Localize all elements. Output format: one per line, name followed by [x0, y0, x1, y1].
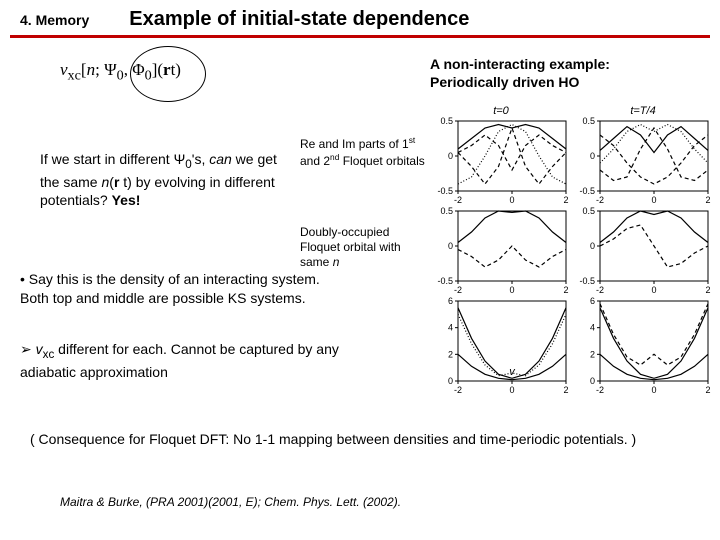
svg-text:2: 2	[563, 285, 568, 295]
svg-text:0: 0	[448, 151, 453, 161]
annotation-floquet-orbitals: Re and Im parts of 1st and 2nd Floquet o…	[300, 135, 430, 169]
circle-annotation	[130, 46, 206, 102]
svg-text:2: 2	[705, 195, 710, 205]
svg-text:2: 2	[705, 385, 710, 395]
svg-text:0: 0	[590, 241, 595, 251]
svg-text:0: 0	[651, 385, 656, 395]
svg-text:-2: -2	[454, 385, 462, 395]
svg-text:6: 6	[448, 297, 453, 306]
chart-r2c1: -2 0 2 -0.5 0 0.5	[432, 207, 570, 297]
section-label: 4. Memory	[20, 12, 89, 28]
svg-text:-0.5: -0.5	[579, 186, 595, 196]
subtitle: A non-interacting example: Periodically …	[430, 55, 610, 91]
svg-text:2: 2	[705, 285, 710, 295]
subtitle-line2: Periodically driven HO	[430, 74, 579, 90]
svg-text:-0.5: -0.5	[437, 186, 453, 196]
chart-r2c2: -2 0 2 -0.5 0 0.5	[574, 207, 712, 297]
chart-r1c2: -2 0 2 -0.5 0 0.5	[574, 117, 712, 207]
svg-text:2: 2	[563, 385, 568, 395]
svg-text:-2: -2	[596, 195, 604, 205]
chart-r3c1: -2020246v	[432, 297, 570, 397]
paragraph-question: If we start in different Ψ0's, can we ge…	[40, 150, 290, 210]
svg-text:0.5: 0.5	[440, 117, 453, 126]
svg-text:0.5: 0.5	[582, 207, 595, 216]
svg-text:0: 0	[651, 285, 656, 295]
paragraph-consequence: ( Consequence for Floquet DFT: No 1-1 ma…	[30, 430, 670, 449]
paragraph-density: • Say this is the density of an interact…	[20, 270, 340, 308]
paragraph-vxc: ➢ vxc different for each. Cannot be capt…	[20, 340, 380, 381]
svg-text:0: 0	[590, 151, 595, 161]
svg-text:0: 0	[651, 195, 656, 205]
svg-text:v: v	[509, 366, 516, 378]
header-rule	[10, 35, 710, 38]
svg-text:-0.5: -0.5	[579, 276, 595, 286]
chart-grid: t=0 t=T/4 -202-0.500.5 -202-0.500.5 -202…	[432, 105, 712, 405]
svg-text:0: 0	[509, 195, 514, 205]
svg-text:0: 0	[509, 285, 514, 295]
svg-text:4: 4	[590, 323, 595, 333]
svg-text:2: 2	[590, 349, 595, 359]
svg-text:4: 4	[448, 323, 453, 333]
chart-r3c2: -2020246	[574, 297, 712, 397]
svg-text:-2: -2	[596, 285, 604, 295]
page-title: Example of initial-state dependence	[129, 8, 469, 31]
svg-text:0: 0	[590, 376, 595, 386]
col-title-1: t=0	[432, 105, 570, 117]
svg-text:-2: -2	[596, 385, 604, 395]
svg-text:0.5: 0.5	[440, 207, 453, 216]
col-title-2: t=T/4	[574, 105, 712, 117]
svg-text:0: 0	[509, 385, 514, 395]
svg-text:0.5: 0.5	[582, 117, 595, 126]
svg-text:-2: -2	[454, 285, 462, 295]
annotation-doubly-occupied: Doubly-occupied Floquet orbital with sam…	[300, 225, 430, 270]
svg-text:0: 0	[448, 376, 453, 386]
svg-text:2: 2	[563, 195, 568, 205]
svg-text:2: 2	[448, 349, 453, 359]
svg-text:0: 0	[448, 241, 453, 251]
chart-r1c1: -2 0 2 -0.5 0 0.5	[432, 117, 570, 207]
subtitle-line1: A non-interacting example:	[430, 56, 610, 72]
svg-text:-2: -2	[454, 195, 462, 205]
svg-text:-0.5: -0.5	[437, 276, 453, 286]
citation: Maitra & Burke, (PRA 2001)(2001, E); Che…	[60, 495, 401, 509]
svg-text:6: 6	[590, 297, 595, 306]
